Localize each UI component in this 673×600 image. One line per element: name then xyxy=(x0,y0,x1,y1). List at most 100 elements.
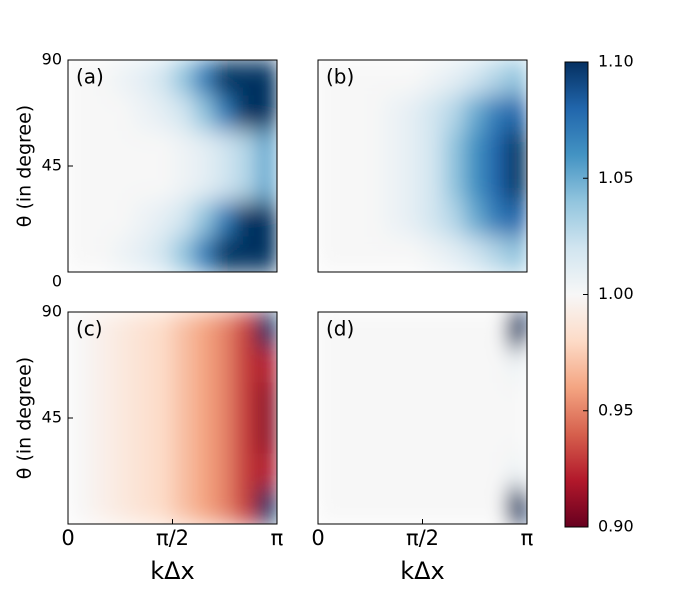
heatmap-cell xyxy=(88,488,111,524)
heatmap-cell xyxy=(318,60,340,96)
heatmap-cell xyxy=(443,236,465,272)
heatmap-cell xyxy=(256,312,277,348)
heatmap-cell xyxy=(506,166,527,202)
heatmap-cell xyxy=(130,236,153,272)
x-tick-label: π xyxy=(271,526,284,550)
heatmap-cell xyxy=(214,95,236,132)
heatmap-cell xyxy=(235,166,257,202)
heatmap-cell xyxy=(235,382,257,419)
heatmap-cell xyxy=(256,166,277,202)
heatmap-cell xyxy=(151,130,173,167)
heatmap-cell xyxy=(380,95,403,132)
heatmap-cell xyxy=(422,236,444,272)
colorbar-tick-label: 0.95 xyxy=(598,400,634,419)
y-tick-label: 0 xyxy=(52,272,62,291)
colorbar-tick-label: 1.00 xyxy=(598,284,634,303)
heatmap-cell xyxy=(506,488,527,524)
heatmap-cell xyxy=(485,453,507,490)
heatmap-cell xyxy=(172,488,194,524)
heatmap-cell xyxy=(506,347,527,384)
heatmap-cell xyxy=(422,488,444,524)
heatmap-cell xyxy=(88,382,111,419)
heatmap-cell xyxy=(88,418,111,454)
heatmap-cell xyxy=(109,166,132,202)
heatmap-cell xyxy=(172,95,194,132)
heatmap-cell xyxy=(151,201,173,238)
heatmap-cell xyxy=(130,312,153,348)
heatmap-cell xyxy=(422,95,444,132)
heatmap-cell xyxy=(338,60,361,96)
heatmap-cell xyxy=(151,60,173,96)
heatmap-cell xyxy=(235,201,257,238)
heatmap-cell xyxy=(401,236,423,272)
heatmap-cell xyxy=(380,60,403,96)
x-axis-label: kΔx xyxy=(400,557,445,585)
heatmap-cell xyxy=(485,236,507,272)
heatmap-cell xyxy=(506,60,527,96)
heatmap-cell xyxy=(193,236,215,272)
heatmap-cell xyxy=(380,166,403,202)
x-tick-label: 0 xyxy=(61,526,74,550)
heatmap-cell xyxy=(443,201,465,238)
colorbar-tick-label: 0.90 xyxy=(598,517,634,536)
heatmap-cell xyxy=(109,418,132,454)
heatmap-cell xyxy=(401,382,423,419)
heatmap-cell xyxy=(401,60,423,96)
heatmap-cell xyxy=(464,201,486,238)
heatmap-cell xyxy=(485,60,507,96)
heatmap-cell xyxy=(506,418,527,454)
heatmap-cell xyxy=(68,453,90,490)
heatmap-cell xyxy=(172,201,194,238)
heatmap-cell xyxy=(401,130,423,167)
heatmap-cell xyxy=(338,418,361,454)
heatmap-cell xyxy=(214,166,236,202)
heatmap-cell xyxy=(464,236,486,272)
heatmap-cell xyxy=(338,382,361,419)
heatmap-cell xyxy=(193,60,215,96)
heatmap-cell xyxy=(485,166,507,202)
heatmap-cell xyxy=(380,312,403,348)
heatmap-cell xyxy=(256,382,277,419)
heatmap-cell xyxy=(380,130,403,167)
y-tick-label: 45 xyxy=(42,408,62,427)
heatmap-cell xyxy=(130,95,153,132)
heatmap-cell xyxy=(318,312,340,348)
heatmap-cell xyxy=(235,95,257,132)
heatmap-cell xyxy=(380,453,403,490)
panel-label: (d) xyxy=(326,317,354,341)
heatmap-cell xyxy=(359,418,382,454)
heatmap-cell xyxy=(422,166,444,202)
heatmap-cell xyxy=(256,60,277,96)
heatmap-cell xyxy=(88,453,111,490)
heatmap-cell xyxy=(68,60,90,96)
heatmap-cell xyxy=(359,130,382,167)
heatmap-cell xyxy=(443,166,465,202)
heatmap-cell xyxy=(214,130,236,167)
heatmap-cell xyxy=(68,382,90,419)
heatmap-cell xyxy=(443,347,465,384)
x-tick-label: π/2 xyxy=(156,526,189,550)
heatmap-cell xyxy=(506,130,527,167)
heatmap-cell xyxy=(422,347,444,384)
heatmap-cell xyxy=(214,60,236,96)
heatmap-cell xyxy=(338,166,361,202)
heatmap-cell xyxy=(464,418,486,454)
panel-label: (c) xyxy=(76,317,103,341)
heatmap-cell xyxy=(422,453,444,490)
heatmap-cell xyxy=(401,418,423,454)
heatmap-cell xyxy=(359,347,382,384)
heatmap-cell xyxy=(214,382,236,419)
heatmap-cells xyxy=(318,312,527,524)
heatmap-cell xyxy=(485,347,507,384)
heatmap-cell xyxy=(443,95,465,132)
heatmap-cell xyxy=(109,347,132,384)
heatmap-cell xyxy=(172,166,194,202)
heatmap-cell xyxy=(464,95,486,132)
heatmap-cell xyxy=(109,95,132,132)
heatmap-cell xyxy=(109,236,132,272)
heatmap-cell xyxy=(422,312,444,348)
heatmap-cell xyxy=(235,347,257,384)
heatmap-cell xyxy=(88,130,111,167)
heatmap-cell xyxy=(130,130,153,167)
heatmap-cell xyxy=(68,312,90,348)
